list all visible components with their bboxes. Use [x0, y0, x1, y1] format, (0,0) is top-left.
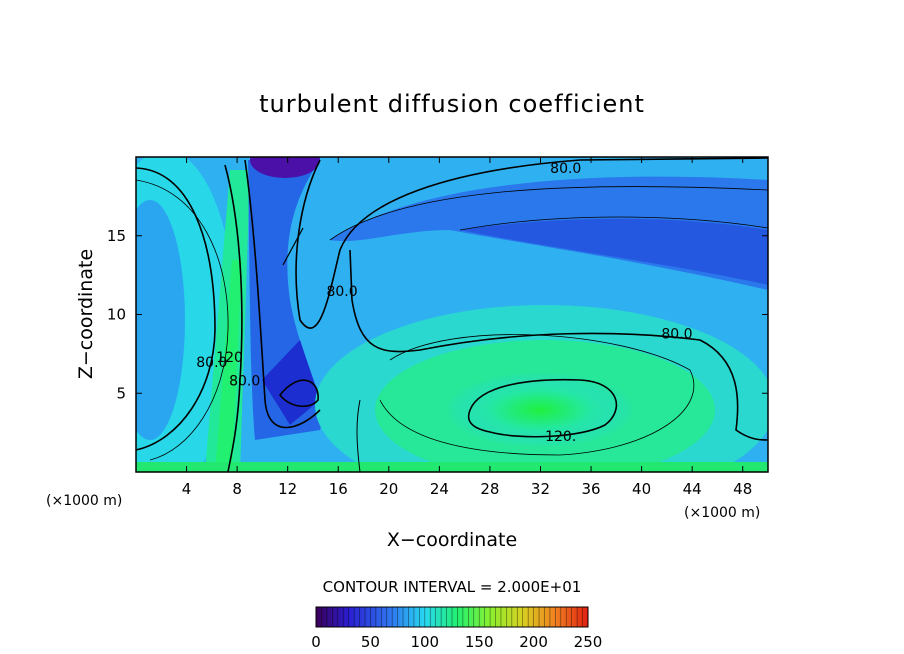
colorbar-tick-label: 200 — [519, 633, 548, 651]
x-tick-label: 4 — [182, 480, 192, 498]
contour-label: 80.0 — [229, 374, 260, 390]
y-axis-label: Z−coordinate — [75, 249, 97, 379]
contour-label: 120. — [545, 429, 576, 445]
x-tick-label: 36 — [581, 480, 600, 498]
y-axis: 5 10 15 — [107, 227, 768, 402]
contour-label: 80.0 — [661, 326, 692, 342]
x-tick-label: 12 — [278, 480, 297, 498]
x-tick-label: 28 — [480, 480, 499, 498]
contour-label: 80.0 — [326, 284, 357, 300]
x-tick-label: 48 — [733, 480, 752, 498]
x-axis: 4 8 12 16 20 24 28 32 36 40 44 48 — [182, 157, 752, 498]
x-tick-label: 32 — [531, 480, 550, 498]
y-tick-label: 15 — [107, 227, 126, 245]
contour-interval-label: CONTOUR INTERVAL = 2.000E+01 — [323, 578, 582, 596]
x-axis-label: X−coordinate — [387, 529, 517, 551]
contour-label: 80.0 — [196, 355, 227, 371]
contour-lines — [136, 157, 768, 472]
colorbar: 0 50 100 150 200 250 — [311, 606, 603, 651]
x-unit-label: (×1000 m) — [684, 505, 760, 521]
x-tick-label: 8 — [232, 480, 242, 498]
y-tick-label: 5 — [116, 384, 126, 402]
x-tick-label: 24 — [430, 480, 449, 498]
colorbar-tick-label: 100 — [410, 633, 439, 651]
x-tick-label: 40 — [632, 480, 651, 498]
colorbar-tick-label: 50 — [361, 633, 380, 651]
colorbar-tick-label: 0 — [311, 633, 321, 651]
x-tick-label: 20 — [379, 480, 398, 498]
x-tick-label: 44 — [683, 480, 702, 498]
y-tick-label: 10 — [107, 306, 126, 324]
contour-label: 80.0 — [550, 161, 581, 177]
colorbar-tick-label: 250 — [574, 633, 603, 651]
colorbar-frame — [315, 606, 589, 628]
x-tick-label: 16 — [329, 480, 348, 498]
colorbar-tick-label: 150 — [465, 633, 494, 651]
contour-field — [136, 157, 768, 472]
y-unit-label: (×1000 m) — [46, 493, 122, 509]
chart-title: turbulent diffusion coefficient — [259, 90, 645, 118]
contour-label: 120 — [216, 350, 243, 366]
